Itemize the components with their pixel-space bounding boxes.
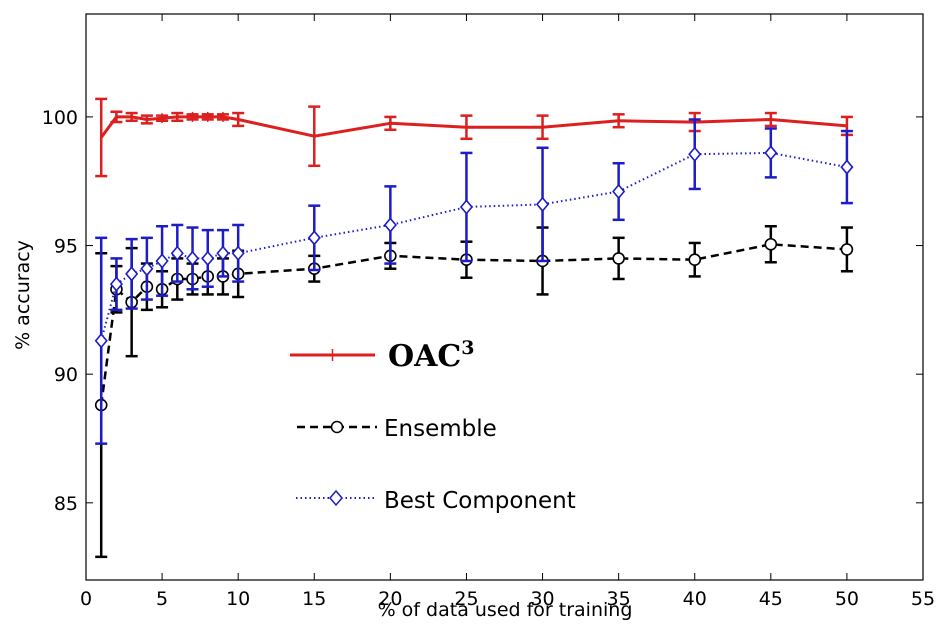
data-point bbox=[185, 250, 200, 267]
data-point bbox=[688, 146, 702, 162]
x-tick-label-6: 30 bbox=[530, 588, 554, 610]
data-point bbox=[535, 196, 550, 213]
data-point bbox=[840, 243, 854, 256]
y-tick-label-2: 95 bbox=[54, 236, 78, 258]
legend-label-oac3-main: OAC bbox=[388, 339, 461, 374]
x-tick-label-4: 20 bbox=[378, 588, 402, 610]
data-point bbox=[840, 159, 854, 175]
legend-label-best-component: Best Component bbox=[384, 488, 576, 514]
data-point bbox=[125, 266, 139, 282]
data-point bbox=[459, 199, 474, 215]
legend-label-ensemble: Ensemble bbox=[384, 416, 497, 442]
data-point bbox=[155, 253, 169, 269]
data-point bbox=[612, 183, 626, 200]
data-point bbox=[307, 230, 321, 246]
x-tick-label-11: 55 bbox=[911, 588, 935, 610]
tick-layer: 0 5 10 15 20 25 30 35 40 45 50 55 85 90 95 100 bbox=[42, 14, 935, 610]
x-axis-label: % of data used for training bbox=[378, 599, 633, 621]
data-point bbox=[140, 260, 154, 277]
data-point bbox=[109, 276, 123, 292]
data-point bbox=[216, 245, 230, 262]
y-tick-label-3: 100 bbox=[42, 107, 78, 129]
x-tick-label-0: 0 bbox=[80, 588, 92, 610]
legend: OAC3 Ensemble Best Component bbox=[290, 337, 576, 514]
data-point bbox=[94, 332, 108, 349]
series-layer bbox=[94, 97, 854, 559]
legend-label-oac3: OAC3 bbox=[388, 337, 475, 374]
data-point bbox=[688, 253, 702, 266]
data-point bbox=[201, 250, 215, 267]
legend-marker-best-component bbox=[329, 489, 343, 507]
legend-label-oac3-sup: 3 bbox=[461, 337, 474, 359]
series-line-0 bbox=[99, 115, 848, 139]
x-tick-label-10: 50 bbox=[835, 588, 859, 610]
y-tick-label-0: 85 bbox=[54, 493, 78, 515]
series-0 bbox=[95, 97, 853, 178]
x-tick-label-7: 35 bbox=[607, 588, 631, 610]
y-axis-label: % accuracy bbox=[12, 240, 34, 350]
data-point bbox=[383, 217, 397, 233]
legend-marker-ensemble bbox=[330, 420, 344, 434]
data-point bbox=[231, 245, 245, 262]
x-tick-label-5: 25 bbox=[454, 588, 478, 610]
plot-area bbox=[85, 13, 924, 581]
series-2 bbox=[94, 118, 854, 445]
data-point bbox=[612, 252, 625, 265]
x-tick-label-2: 10 bbox=[226, 588, 250, 610]
x-tick-label-9: 45 bbox=[759, 588, 783, 610]
data-point bbox=[764, 237, 778, 251]
x-tick-label-3: 15 bbox=[302, 588, 326, 610]
x-tick-label-1: 5 bbox=[156, 588, 168, 610]
x-tick-label-8: 40 bbox=[683, 588, 707, 610]
y-tick-label-1: 90 bbox=[54, 364, 78, 386]
data-point bbox=[764, 145, 778, 161]
data-point bbox=[170, 245, 184, 262]
